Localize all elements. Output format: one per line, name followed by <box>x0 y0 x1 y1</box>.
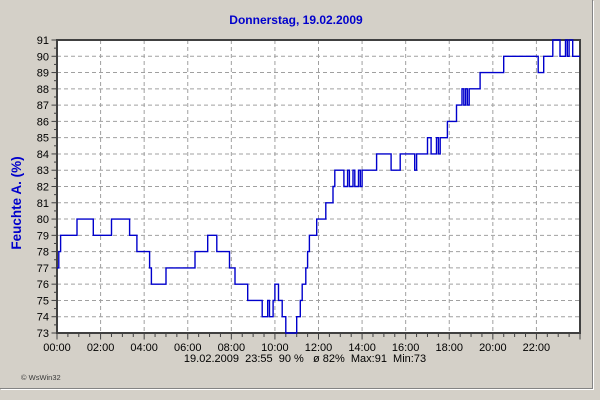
y-tick-label: 90 <box>37 51 49 63</box>
status-line: 19.02.2009 23:55 90 % ø 82% Max:91 Min:7… <box>183 353 427 365</box>
x-tick-label: 10:00 <box>261 342 289 354</box>
x-tick-label: 20:00 <box>479 342 507 354</box>
y-tick-label: 75 <box>37 295 49 307</box>
chart-panel: Donnerstag, 19.02.2009 Feuchte A. (%) 73… <box>0 0 593 389</box>
humidity-line <box>57 39 580 334</box>
y-tick-label: 73 <box>37 328 49 340</box>
x-tick-label: 22:00 <box>523 342 551 354</box>
y-tick-label: 84 <box>37 149 49 161</box>
x-tick-label: 08:00 <box>218 342 246 354</box>
copyright-label: © WsWin32 <box>21 373 61 382</box>
x-tick-label: 02:00 <box>87 342 115 354</box>
y-tick-label: 79 <box>37 230 49 242</box>
y-tick-label: 76 <box>37 279 49 291</box>
y-tick-label: 80 <box>37 214 49 226</box>
plot-border <box>56 39 581 334</box>
y-tick-label: 83 <box>37 165 49 177</box>
y-tick-label: 88 <box>37 84 49 96</box>
x-tick-label: 14:00 <box>348 342 376 354</box>
y-tick-label: 78 <box>37 247 49 259</box>
x-tick-label: 18:00 <box>435 342 463 354</box>
x-tick-label: 12:00 <box>305 342 333 354</box>
chart-plot-area: 73 74 75 76 77 78 79 80 81 82 83 84 85 86 87 88 89 90 91 00… <box>37 35 581 354</box>
x-tick-label: 16:00 <box>392 342 420 354</box>
chart-title: Donnerstag, 19.02.2009 <box>229 13 363 27</box>
y-tick-label: 77 <box>37 263 49 275</box>
y-tick-label: 91 <box>37 35 49 47</box>
y-tick-label: 81 <box>37 198 49 210</box>
x-tick-label: 00:00 <box>43 342 71 354</box>
x-tick-label: 06:00 <box>174 342 202 354</box>
y-tick-label: 85 <box>37 133 49 145</box>
y-tick-label: 74 <box>37 312 49 324</box>
y-tick-label: 86 <box>37 116 49 128</box>
x-tick-label: 04:00 <box>130 342 158 354</box>
y-tick-label: 82 <box>37 182 49 194</box>
y-tick-label: 87 <box>37 100 49 112</box>
y-tick-label: 89 <box>37 68 49 80</box>
